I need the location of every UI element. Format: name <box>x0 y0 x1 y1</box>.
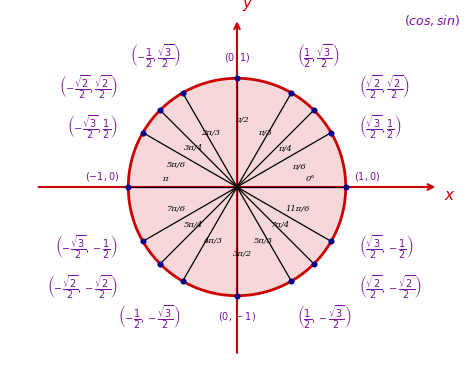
Text: $\left(\dfrac{1}{2},\dfrac{\sqrt{3}}{2}\right)$: $\left(\dfrac{1}{2},\dfrac{\sqrt{3}}{2}\… <box>297 43 339 70</box>
Text: $\left(-\dfrac{1}{2},\dfrac{\sqrt{3}}{2}\right)$: $\left(-\dfrac{1}{2},\dfrac{\sqrt{3}}{2}… <box>130 43 181 70</box>
Text: $\left(-\dfrac{\sqrt{3}}{2},\dfrac{1}{2}\right)$: $\left(-\dfrac{\sqrt{3}}{2},\dfrac{1}{2}… <box>67 113 118 141</box>
Text: π/4: π/4 <box>278 145 292 153</box>
Text: $\left(-\dfrac{\sqrt{3}}{2},-\dfrac{1}{2}\right)$: $\left(-\dfrac{\sqrt{3}}{2},-\dfrac{1}{2… <box>55 233 118 261</box>
Text: $(1, 0)$: $(1, 0)$ <box>355 170 381 183</box>
Text: $\left(\dfrac{\sqrt{3}}{2},-\dfrac{1}{2}\right)$: $\left(\dfrac{\sqrt{3}}{2},-\dfrac{1}{2}… <box>359 233 413 261</box>
Text: $\mathit{x}$: $\mathit{x}$ <box>444 188 455 203</box>
Text: 4π/3: 4π/3 <box>203 237 223 245</box>
Text: 5π/3: 5π/3 <box>254 237 273 245</box>
Text: π/3: π/3 <box>258 129 272 137</box>
Text: $\left(-\dfrac{\sqrt{2}}{2},\dfrac{\sqrt{2}}{2}\right)$: $\left(-\dfrac{\sqrt{2}}{2},\dfrac{\sqrt… <box>59 73 118 101</box>
Text: 7π/4: 7π/4 <box>271 221 290 229</box>
Text: $\left(\dfrac{\sqrt{2}}{2},-\dfrac{\sqrt{2}}{2}\right)$: $\left(\dfrac{\sqrt{2}}{2},-\dfrac{\sqrt… <box>359 273 421 301</box>
Text: 5π/4: 5π/4 <box>184 221 203 229</box>
Text: 3π/4: 3π/4 <box>184 144 203 152</box>
Text: $(0, 1)$: $(0, 1)$ <box>224 51 250 64</box>
Text: $\mathit{y}$: $\mathit{y}$ <box>242 0 254 13</box>
Text: 3π/2: 3π/2 <box>233 251 252 258</box>
Text: 2π/3: 2π/3 <box>201 129 220 137</box>
Text: 11π/6: 11π/6 <box>286 205 310 213</box>
Text: $\left(-\dfrac{\sqrt{2}}{2},-\dfrac{\sqrt{2}}{2}\right)$: $\left(-\dfrac{\sqrt{2}}{2},-\dfrac{\sqr… <box>46 273 118 301</box>
Text: $(0,-1)$: $(0,-1)$ <box>218 310 256 323</box>
Text: $\left(-\dfrac{1}{2},-\dfrac{\sqrt{3}}{2}\right)$: $\left(-\dfrac{1}{2},-\dfrac{\sqrt{3}}{2… <box>118 304 181 331</box>
Polygon shape <box>128 78 346 296</box>
Text: $(-1, 0)$: $(-1, 0)$ <box>85 170 119 183</box>
Text: π/2: π/2 <box>236 116 249 123</box>
Text: $\mathit{(cos,sin)}$: $\mathit{(cos,sin)}$ <box>404 13 460 28</box>
Text: $\left(\dfrac{\sqrt{3}}{2},\dfrac{1}{2}\right)$: $\left(\dfrac{\sqrt{3}}{2},\dfrac{1}{2}\… <box>359 113 401 141</box>
Text: $\left(\dfrac{1}{2},-\dfrac{\sqrt{3}}{2}\right)$: $\left(\dfrac{1}{2},-\dfrac{\sqrt{3}}{2}… <box>297 304 351 331</box>
Text: $\left(\dfrac{\sqrt{2}}{2},\dfrac{\sqrt{2}}{2}\right)$: $\left(\dfrac{\sqrt{2}}{2},\dfrac{\sqrt{… <box>359 73 410 101</box>
Text: π/6: π/6 <box>292 163 306 171</box>
Text: 7π/6: 7π/6 <box>166 205 186 213</box>
Text: 5π/6: 5π/6 <box>166 161 186 169</box>
Text: π: π <box>163 175 168 183</box>
Text: 0°: 0° <box>306 175 316 183</box>
